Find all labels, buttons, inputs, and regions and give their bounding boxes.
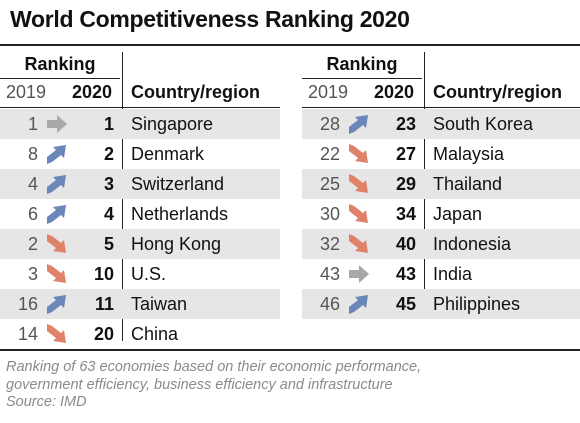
- rank-2020: 11: [94, 294, 114, 314]
- up-arrow-icon: [349, 115, 368, 134]
- up-arrow-icon: [47, 145, 66, 164]
- rank-2019: 46: [319, 294, 340, 314]
- rank-2020: 40: [395, 234, 416, 254]
- table-row: 22 27 Malaysia: [302, 139, 580, 169]
- table-row: 16 11 Taiwan: [0, 289, 280, 319]
- table-row: 46 45 Philippines: [302, 289, 580, 319]
- table-row: 2 5 Hong Kong: [0, 229, 280, 259]
- down-arrow-icon: [47, 234, 66, 253]
- down-arrow-icon: [349, 234, 368, 253]
- rank-2019: 14: [17, 324, 38, 344]
- table-row: 28 23 South Korea: [302, 109, 580, 139]
- year-2019-header: 2019: [308, 82, 349, 102]
- rank-2019: 8: [27, 144, 38, 164]
- down-arrow-icon: [47, 264, 66, 283]
- down-arrow-icon: [47, 324, 66, 343]
- year-2020-header: 2020: [72, 82, 113, 102]
- table-row: 25 29 Thailand: [302, 169, 580, 199]
- rank-2019: 6: [27, 204, 38, 224]
- up-arrow-icon: [47, 175, 66, 194]
- up-arrow-icon: [349, 295, 368, 314]
- up-arrow-icon: [47, 295, 66, 314]
- table-row: 1 1 Singapore: [0, 109, 280, 139]
- table-row: 43 43 India: [302, 259, 580, 289]
- down-arrow-icon: [349, 174, 368, 193]
- country-name: Singapore: [131, 114, 214, 134]
- country-name: India: [433, 264, 473, 284]
- bottom-rule: [0, 349, 580, 351]
- rank-2019: 2: [27, 234, 38, 254]
- rank-2019: 30: [319, 204, 340, 224]
- footnote-line: Ranking of 63 economies based on their e…: [6, 359, 422, 375]
- rank-2019: 32: [319, 234, 340, 254]
- footnote-line: government efficiency, business efficien…: [6, 376, 393, 393]
- rank-2020: 27: [395, 144, 416, 164]
- table-row: 4 3 Switzerland: [0, 169, 280, 199]
- down-arrow-icon: [349, 144, 368, 163]
- rank-2020: 4: [103, 204, 114, 224]
- table-row: 3 10 U.S.: [0, 259, 280, 289]
- country-name: Malaysia: [433, 144, 505, 164]
- ranking-underline: [302, 78, 422, 79]
- ranking-header: Ranking: [326, 54, 398, 74]
- rank-2019: 16: [17, 294, 38, 314]
- table-row: 6 4 Netherlands: [0, 199, 280, 229]
- country-name: Switzerland: [131, 174, 225, 194]
- table-rows: 1 1 Singapore 8 2 Denmark 4 3 Switzerland 6 4 Nethe…: [0, 109, 280, 349]
- ranking-underline: [0, 78, 120, 79]
- table-row: 8 2 Denmark: [0, 139, 280, 169]
- country-name: Netherlands: [131, 204, 229, 224]
- country-header: Country/region: [131, 82, 260, 102]
- rank-2020: 2: [103, 144, 114, 164]
- rank-2020: 10: [93, 264, 114, 284]
- rank-2019: 4: [27, 174, 38, 194]
- down-arrow-icon: [349, 204, 368, 223]
- right-arrow-icon: [349, 265, 369, 283]
- country-name: South Korea: [433, 114, 534, 134]
- country-header: Country/region: [433, 82, 562, 102]
- rank-2020: 34: [395, 204, 416, 224]
- table-row: 30 34 Japan: [302, 199, 580, 229]
- table-rows: 28 23 South Korea 22 27 Malaysia 25 29 Thailand 3…: [302, 109, 580, 319]
- rank-2019: 25: [319, 174, 340, 194]
- rank-2020: 45: [395, 294, 416, 314]
- rank-2019: 3: [27, 264, 38, 284]
- rank-2020: 5: [103, 234, 114, 254]
- rank-2019: 1: [27, 114, 38, 134]
- rank-2020: 23: [395, 114, 416, 134]
- top-rule: [0, 44, 580, 46]
- year-2020-header: 2020: [374, 82, 415, 102]
- rank-2020: 29: [395, 174, 416, 194]
- rank-2019: 28: [319, 114, 340, 134]
- rank-2020: 20: [93, 324, 114, 344]
- up-arrow-icon: [47, 205, 66, 224]
- rank-2020: 43: [395, 264, 416, 284]
- chart-title: World Competitiveness Ranking 2020: [10, 6, 410, 32]
- rank-2019: 43: [319, 264, 340, 284]
- header-underline: [0, 107, 280, 108]
- country-name: Indonesia: [433, 234, 512, 254]
- country-name: Denmark: [131, 144, 205, 164]
- right-arrow-icon: [47, 115, 67, 133]
- country-name: Thailand: [433, 174, 503, 194]
- source-line: Source: IMD: [6, 394, 87, 410]
- year-2019-header: 2019: [6, 82, 47, 102]
- ranking-header: Ranking: [24, 54, 96, 74]
- country-name: Philippines: [433, 294, 521, 314]
- footnote: Ranking of 63 economies based on their e…: [6, 359, 421, 412]
- country-name: U.S.: [131, 264, 167, 284]
- rank-2019: 22: [319, 144, 340, 164]
- country-name: Taiwan: [131, 294, 188, 314]
- rank-2020: 3: [103, 174, 114, 194]
- header-underline: [302, 107, 580, 108]
- country-name: China: [131, 324, 179, 344]
- country-name: Japan: [433, 204, 483, 224]
- country-name: Hong Kong: [131, 234, 222, 254]
- table-row: 14 20 China: [0, 319, 280, 349]
- rank-2020: 1: [103, 114, 114, 134]
- table-row: 32 40 Indonesia: [302, 229, 580, 259]
